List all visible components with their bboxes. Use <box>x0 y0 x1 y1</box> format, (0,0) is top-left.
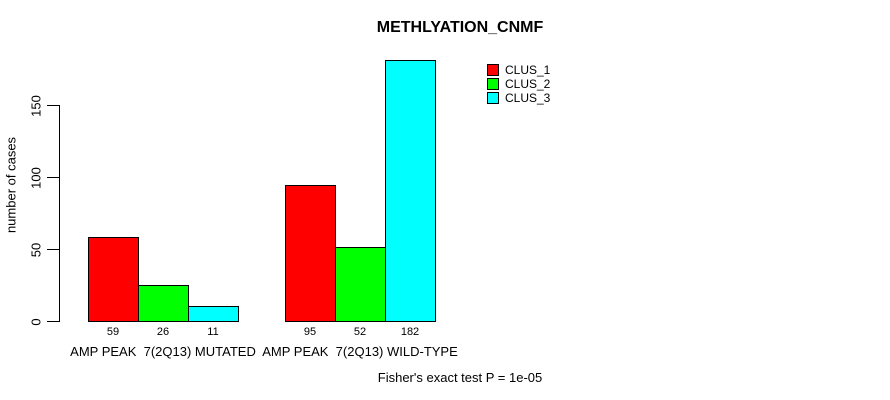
legend-item: CLUS_1 <box>487 63 550 77</box>
bar-value-label: 59 <box>106 326 120 338</box>
bar-value-label: 95 <box>303 326 317 338</box>
bar-clus_3-group2 <box>385 60 436 322</box>
y-tick-label: 100 <box>28 167 44 189</box>
bar-value-label: 52 <box>353 326 367 338</box>
bar-value-label: 182 <box>400 326 420 338</box>
annotation-text: Fisher's exact test P = 1e-05 <box>377 370 543 385</box>
bar-clus_1-group2 <box>285 185 336 322</box>
legend-swatch-clus_2 <box>487 78 499 90</box>
bar-value-label: 11 <box>207 326 219 338</box>
legend-swatch-clus_3 <box>487 92 499 104</box>
y-tick <box>47 249 59 250</box>
y-tick-label: 150 <box>28 95 44 117</box>
category-label: AMP PEAK 7(2Q13) WILD-TYPE <box>262 344 458 359</box>
legend-item-label: CLUS_3 <box>505 91 551 105</box>
bar-clus_3-group1 <box>188 306 239 322</box>
y-tick <box>47 177 59 178</box>
plot-area: 0 50 100 150 59 95 26 52 11 182 AMP PEAK 7(2Q13) M… <box>29 39 460 359</box>
legend-item-label: CLUS_2 <box>505 77 551 91</box>
legend-item-label: CLUS_1 <box>505 63 551 77</box>
legend-item: CLUS_2 <box>487 77 550 91</box>
chart-title: METHLYATION_CNMF <box>376 19 544 36</box>
y-tick <box>47 321 59 322</box>
category-label: AMP PEAK 7(2Q13) MUTATED <box>70 344 256 359</box>
bar-clus_2-group2 <box>335 247 386 322</box>
bar-value-label: 26 <box>156 326 170 338</box>
bar-clus_2-group1 <box>138 285 189 322</box>
y-axis-label: number of cases <box>3 136 19 234</box>
y-axis-line <box>59 105 60 322</box>
legend-item: CLUS_3 <box>487 91 550 105</box>
bar-clus_1-group1 <box>88 237 139 322</box>
legend-swatch-clus_1 <box>487 64 499 76</box>
y-tick-label: 50 <box>28 242 44 258</box>
legend: CLUS_1 CLUS_2 CLUS_3 <box>487 63 550 105</box>
y-tick <box>47 105 59 106</box>
y-tick-label: 0 <box>28 318 44 326</box>
